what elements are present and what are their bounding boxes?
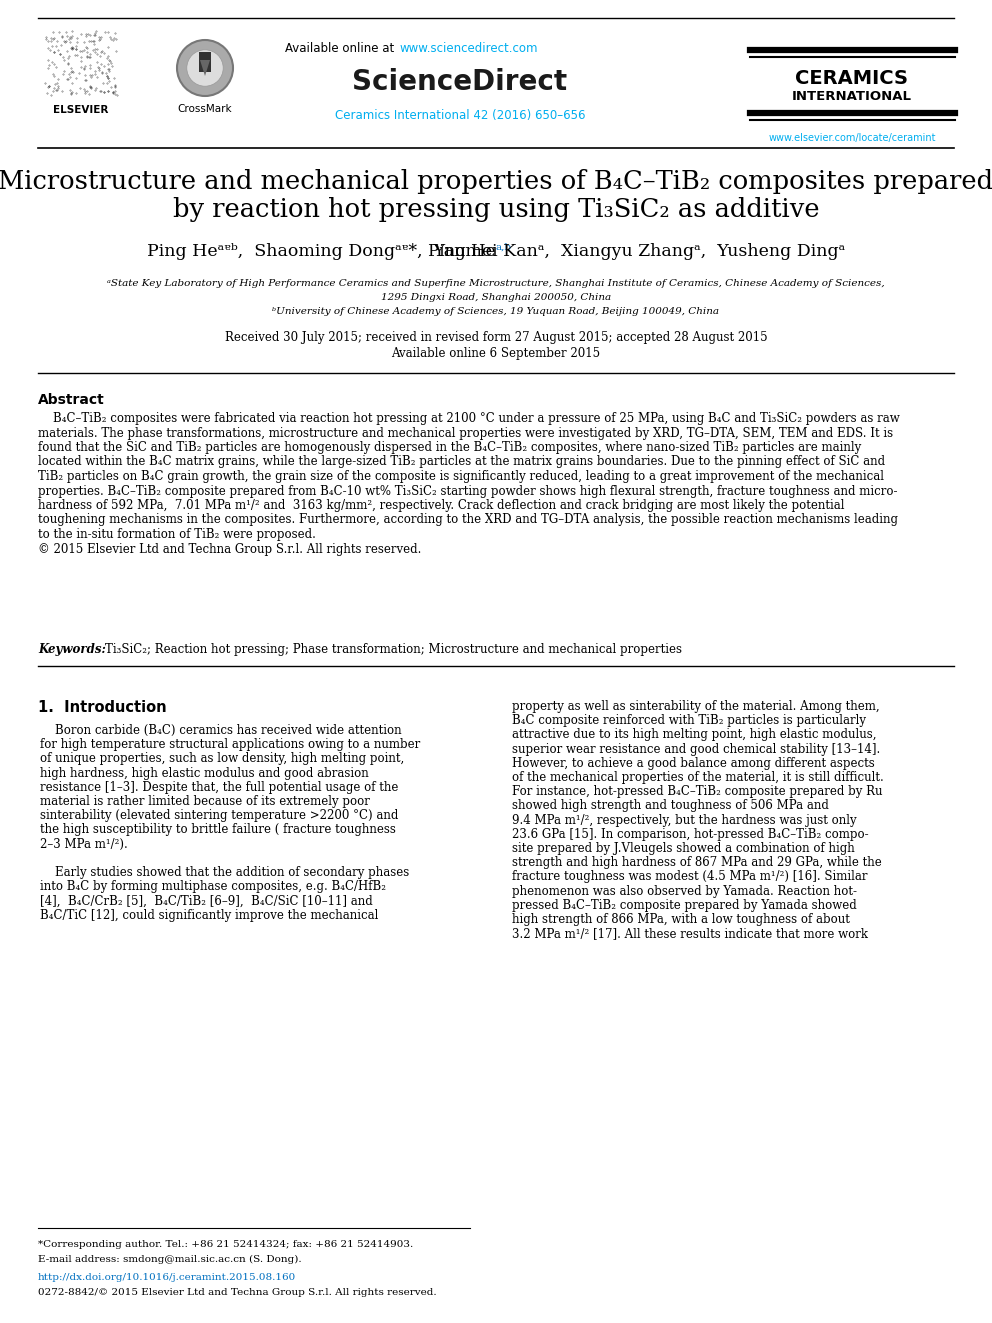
Text: for high temperature structural applications owing to a number: for high temperature structural applicat… <box>40 738 421 751</box>
Text: found that the SiC and TiB₂ particles are homogenously dispersed in the B₄C–TiB₂: found that the SiC and TiB₂ particles ar… <box>38 441 861 454</box>
Text: material is rather limited because of its extremely poor: material is rather limited because of it… <box>40 795 370 808</box>
Text: a,b: a,b <box>496 243 512 251</box>
Text: fracture toughness was modest (4.5 MPa m¹/²) [16]. Similar: fracture toughness was modest (4.5 MPa m… <box>512 871 867 884</box>
Text: superior wear resistance and good chemical stability [13–14].: superior wear resistance and good chemic… <box>512 742 880 755</box>
Text: 9.4 MPa m¹/², respectively, but the hardness was just only: 9.4 MPa m¹/², respectively, but the hard… <box>512 814 857 827</box>
Text: Available online at: Available online at <box>285 41 398 54</box>
Text: of the mechanical properties of the material, it is still difficult.: of the mechanical properties of the mate… <box>512 771 884 785</box>
Text: of unique properties, such as low density, high melting point,: of unique properties, such as low densit… <box>40 753 405 766</box>
Text: E-mail address: smdong@mail.sic.ac.cn (S. Dong).: E-mail address: smdong@mail.sic.ac.cn (S… <box>38 1256 302 1263</box>
Text: by reaction hot pressing using Ti₃SiC₂ as additive: by reaction hot pressing using Ti₃SiC₂ a… <box>173 197 819 222</box>
Text: Microstructure and mechanical properties of B₄C–TiB₂ composites prepared: Microstructure and mechanical properties… <box>0 169 992 194</box>
Text: site prepared by J.Vleugels showed a combination of high: site prepared by J.Vleugels showed a com… <box>512 841 855 855</box>
Text: B₄C composite reinforced with TiB₂ particles is particularly: B₄C composite reinforced with TiB₂ parti… <box>512 714 866 728</box>
Text: Keywords:: Keywords: <box>38 643 106 656</box>
Text: TiB₂ particles on B₄C grain growth, the grain size of the composite is significa: TiB₂ particles on B₄C grain growth, the … <box>38 470 884 483</box>
Text: located within the B₄C matrix grains, while the large-sized TiB₂ particles at th: located within the B₄C matrix grains, wh… <box>38 455 885 468</box>
Text: attractive due to its high melting point, high elastic modulus,: attractive due to its high melting point… <box>512 729 877 741</box>
Text: Ping He: Ping He <box>429 243 496 261</box>
Text: high hardness, high elastic modulus and good abrasion: high hardness, high elastic modulus and … <box>40 766 369 779</box>
Text: B₄C/TiC [12], could significantly improve the mechanical: B₄C/TiC [12], could significantly improv… <box>40 909 378 922</box>
Text: [4],  B₄C/CrB₂ [5],  B₄C/TiB₂ [6–9],  B₄C/SiC [10–11] and: [4], B₄C/CrB₂ [5], B₄C/TiB₂ [6–9], B₄C/S… <box>40 894 373 908</box>
Text: ELSEVIER: ELSEVIER <box>54 105 109 115</box>
Circle shape <box>186 50 223 86</box>
Text: to the in-situ formation of TiB₂ were proposed.: to the in-situ formation of TiB₂ were pr… <box>38 528 315 541</box>
Text: sinterability (elevated sintering temperature >2200 °C) and: sinterability (elevated sintering temper… <box>40 810 399 822</box>
Bar <box>199 52 211 71</box>
Text: Received 30 July 2015; received in revised form 27 August 2015; accepted 28 Augu: Received 30 July 2015; received in revis… <box>224 332 768 344</box>
Text: However, to achieve a good balance among different aspects: However, to achieve a good balance among… <box>512 757 875 770</box>
Text: 1295 Dingxi Road, Shanghai 200050, China: 1295 Dingxi Road, Shanghai 200050, China <box>381 292 611 302</box>
Text: Abstract: Abstract <box>38 393 105 407</box>
Text: http://dx.doi.org/10.1016/j.ceramint.2015.08.160: http://dx.doi.org/10.1016/j.ceramint.201… <box>38 1273 297 1282</box>
Text: materials. The phase transformations, microstructure and mechanical properties w: materials. The phase transformations, mi… <box>38 426 893 439</box>
Text: www.sciencedirect.com: www.sciencedirect.com <box>400 41 539 54</box>
Text: Available online 6 September 2015: Available online 6 September 2015 <box>392 347 600 360</box>
Text: phenomenon was also observed by Yamada. Reaction hot-: phenomenon was also observed by Yamada. … <box>512 885 857 897</box>
Text: pressed B₄C–TiB₂ composite prepared by Yamada showed: pressed B₄C–TiB₂ composite prepared by Y… <box>512 898 857 912</box>
Text: hardness of 592 MPa,  7.01 MPa m¹/² and  3163 kg/mm², respectively. Crack deflec: hardness of 592 MPa, 7.01 MPa m¹/² and 3… <box>38 499 844 512</box>
Polygon shape <box>200 60 210 75</box>
Text: For instance, hot-pressed B₄C–TiB₂ composite prepared by Ru: For instance, hot-pressed B₄C–TiB₂ compo… <box>512 785 883 798</box>
Text: the high susceptibility to brittle failure ( fracture toughness: the high susceptibility to brittle failu… <box>40 823 396 836</box>
Text: © 2015 Elsevier Ltd and Techna Group S.r.l. All rights reserved.: © 2015 Elsevier Ltd and Techna Group S.r… <box>38 542 422 556</box>
Text: ScienceDirect: ScienceDirect <box>352 67 567 97</box>
Text: Early studies showed that the addition of secondary phases: Early studies showed that the addition o… <box>40 867 410 878</box>
Text: ᵃState Key Laboratory of High Performance Ceramics and Superfine Microstructure,: ᵃState Key Laboratory of High Performanc… <box>107 279 885 288</box>
Text: *Corresponding author. Tel.: +86 21 52414324; fax: +86 21 52414903.: *Corresponding author. Tel.: +86 21 5241… <box>38 1240 414 1249</box>
Text: 1.  Introduction: 1. Introduction <box>38 700 167 714</box>
Text: 2–3 MPa m¹/²).: 2–3 MPa m¹/²). <box>40 837 128 851</box>
Text: INTERNATIONAL: INTERNATIONAL <box>792 90 912 103</box>
Text: CrossMark: CrossMark <box>178 105 232 114</box>
Text: 23.6 GPa [15]. In comparison, hot-pressed B₄C–TiB₂ compo-: 23.6 GPa [15]. In comparison, hot-presse… <box>512 828 869 841</box>
Text: property as well as sinterability of the material. Among them,: property as well as sinterability of the… <box>512 700 880 713</box>
Text: CERAMICS: CERAMICS <box>796 69 909 87</box>
Text: resistance [1–3]. Despite that, the full potential usage of the: resistance [1–3]. Despite that, the full… <box>40 781 399 794</box>
Text: high strength of 866 MPa, with a low toughness of about: high strength of 866 MPa, with a low tou… <box>512 913 850 926</box>
Text: www.elsevier.com/locate/ceramint: www.elsevier.com/locate/ceramint <box>768 134 935 143</box>
Text: ᵇUniversity of Chinese Academy of Sciences, 19 Yuquan Road, Beijing 100049, Chin: ᵇUniversity of Chinese Academy of Scienc… <box>273 307 719 316</box>
Text: strength and high hardness of 867 MPa and 29 GPa, while the: strength and high hardness of 867 MPa an… <box>512 856 882 869</box>
Text: Ceramics International 42 (2016) 650–656: Ceramics International 42 (2016) 650–656 <box>334 108 585 122</box>
Text: showed high strength and toughness of 506 MPa and: showed high strength and toughness of 50… <box>512 799 829 812</box>
Text: Ping Heᵃᵄᵇ,  Shaoming Dongᵃᵄ*,  Yanmei Kanᵃ,  Xiangyu Zhangᵃ,  Yusheng Dingᵃ: Ping Heᵃᵄᵇ, Shaoming Dongᵃᵄ*, Yanmei Kan… <box>147 243 845 261</box>
Text: 0272-8842/© 2015 Elsevier Ltd and Techna Group S.r.l. All rights reserved.: 0272-8842/© 2015 Elsevier Ltd and Techna… <box>38 1289 436 1297</box>
Text: properties. B₄C–TiB₂ composite prepared from B₄C-10 wt% Ti₃SiC₂ starting powder : properties. B₄C–TiB₂ composite prepared … <box>38 484 898 497</box>
Text: 3.2 MPa m¹/² [17]. All these results indicate that more work: 3.2 MPa m¹/² [17]. All these results ind… <box>512 927 868 941</box>
Circle shape <box>177 40 233 97</box>
Text: toughening mechanisms in the composites. Furthermore, according to the XRD and T: toughening mechanisms in the composites.… <box>38 513 898 527</box>
Text: Ti₃SiC₂; Reaction hot pressing; Phase transformation; Microstructure and mechani: Ti₃SiC₂; Reaction hot pressing; Phase tr… <box>105 643 682 656</box>
Text: into B₄C by forming multiphase composites, e.g. B₄C/HfB₂: into B₄C by forming multiphase composite… <box>40 880 386 893</box>
Text: B₄C–TiB₂ composites were fabricated via reaction hot pressing at 2100 °C under a: B₄C–TiB₂ composites were fabricated via … <box>38 411 900 425</box>
Text: Boron carbide (B₄C) ceramics has received wide attention: Boron carbide (B₄C) ceramics has receive… <box>40 724 402 737</box>
